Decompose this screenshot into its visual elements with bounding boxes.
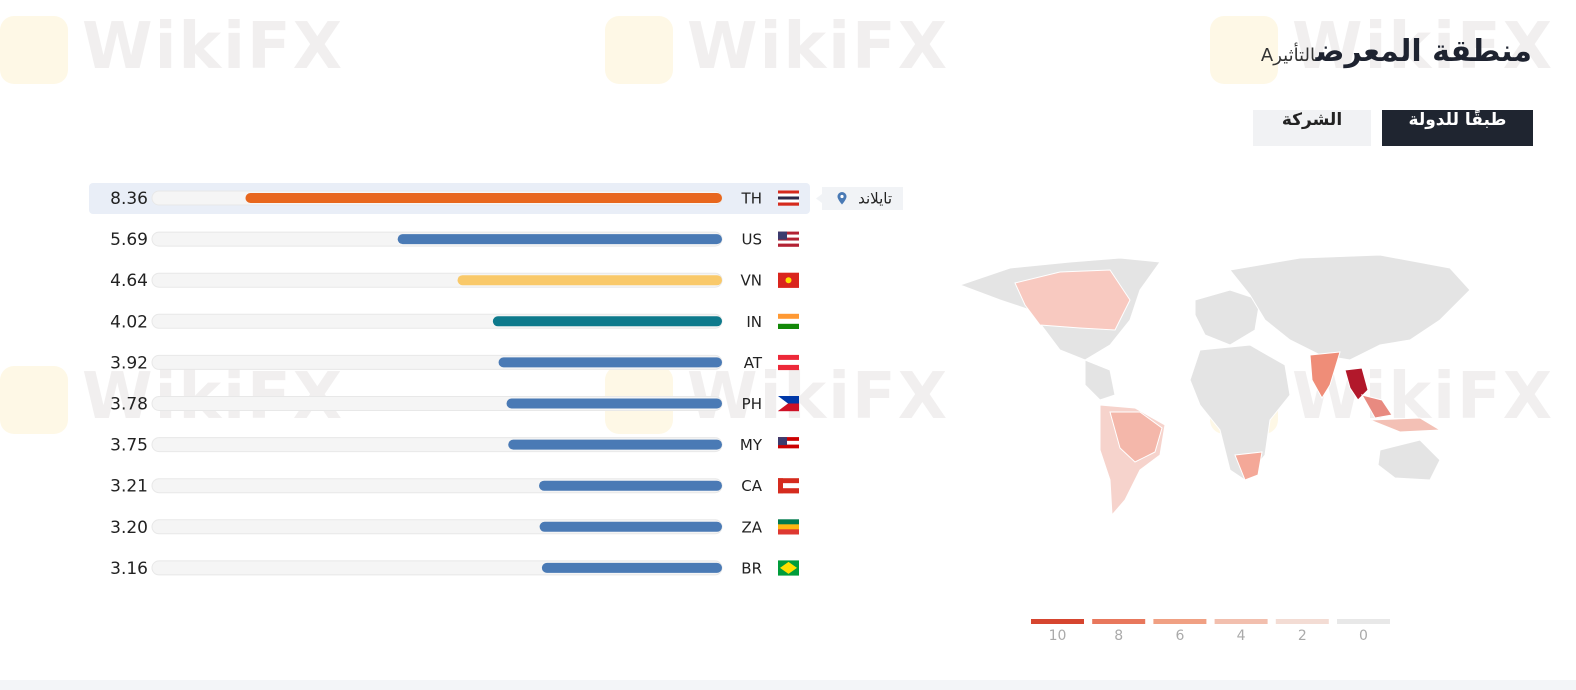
flag-stripe	[778, 318, 799, 324]
legend-label: 8	[1114, 628, 1123, 644]
bar	[245, 193, 723, 203]
flag-stripe	[778, 354, 799, 361]
value-label: 8.36	[110, 189, 148, 209]
legend-swatch	[1031, 619, 1084, 624]
world-map	[958, 254, 1471, 517]
legend-swatch	[1092, 619, 1146, 624]
subtitle: التأثيرA	[1260, 45, 1316, 66]
flag-stripe	[778, 196, 799, 200]
flag-stripe	[778, 403, 799, 412]
flag-band	[778, 478, 783, 494]
category-label: US	[741, 231, 762, 249]
flag-triangle	[778, 396, 788, 411]
bar	[492, 316, 722, 327]
flag-stripe	[778, 237, 799, 241]
category-label: BR	[741, 559, 762, 577]
category-label: AT	[744, 354, 763, 372]
flag-stripe	[778, 444, 799, 449]
flag-stripe	[778, 364, 799, 371]
category-label: VN	[741, 272, 762, 290]
value-label: 3.16	[110, 559, 148, 579]
bar	[539, 480, 722, 491]
legend-swatch	[1275, 619, 1329, 624]
legend-swatch	[1214, 619, 1268, 624]
category-label: IN	[746, 313, 762, 331]
flag-diamond	[780, 561, 797, 574]
category-label: ZA	[741, 518, 762, 536]
flag-stripe	[778, 529, 799, 535]
legend-label: 2	[1298, 628, 1307, 644]
flag-stripe	[778, 190, 799, 194]
bar	[541, 562, 722, 573]
value-label: 4.64	[110, 271, 148, 291]
pin-icon	[837, 192, 847, 205]
tab[interactable]: الشركة	[1253, 110, 1371, 146]
footer-strip	[0, 680, 1576, 690]
flag-stripe	[778, 323, 799, 329]
bar	[457, 275, 722, 286]
flag-stripe	[778, 488, 799, 494]
legend-swatch	[1153, 619, 1207, 624]
bar	[397, 234, 722, 245]
bar	[539, 521, 722, 532]
flag-stripe	[778, 396, 799, 404]
value-label: 3.21	[110, 477, 148, 497]
legend-label: 0	[1359, 628, 1368, 644]
flag-stripe	[778, 313, 799, 319]
pin-dot	[840, 194, 844, 199]
flag-stripe	[778, 202, 799, 206]
flag-canton	[778, 231, 787, 240]
value-label: 3.20	[110, 518, 148, 538]
flag-star	[785, 277, 792, 284]
tab-active[interactable]: طبقًا للدولة	[1382, 110, 1533, 146]
legend-label: 4	[1237, 628, 1246, 644]
bar	[498, 357, 722, 368]
flag-stripe	[778, 478, 799, 484]
flag-stripe	[778, 199, 799, 203]
flag-stripe	[778, 359, 799, 366]
category-label: CA	[741, 477, 762, 495]
flag-stripe	[778, 524, 799, 530]
flag-stripe	[778, 240, 799, 244]
category-label: MY	[740, 436, 763, 454]
bar	[506, 398, 722, 409]
flag-stripe	[778, 440, 799, 445]
flag-stripe	[778, 448, 799, 453]
legend-label: 6	[1175, 628, 1184, 644]
flag-stripe	[778, 483, 799, 489]
value-label: 5.69	[110, 230, 148, 250]
value-label: 3.78	[110, 395, 148, 415]
value-label: 3.75	[110, 436, 148, 456]
value-label: 3.92	[110, 353, 148, 373]
legend-swatch	[1337, 619, 1390, 624]
title: منطقة المعرض	[1315, 34, 1532, 69]
value-label: 4.02	[110, 312, 148, 332]
flag-stripe	[778, 234, 799, 238]
category-label: TH	[741, 190, 762, 208]
category-label: PH	[742, 395, 762, 413]
bar	[508, 439, 722, 450]
tooltip-arrow	[816, 194, 822, 203]
flag-stripe	[778, 437, 799, 442]
flag-stripe	[778, 231, 799, 235]
flag-stripe	[778, 519, 799, 525]
header: منطقة المعرضالتأثيرA	[1261, 34, 1532, 69]
flag-stripe	[778, 243, 799, 247]
legend-label: 10	[1049, 628, 1067, 644]
flag-stripe	[778, 193, 799, 197]
flag-canton	[778, 437, 787, 446]
tooltip-label: تايلاند	[858, 190, 892, 208]
